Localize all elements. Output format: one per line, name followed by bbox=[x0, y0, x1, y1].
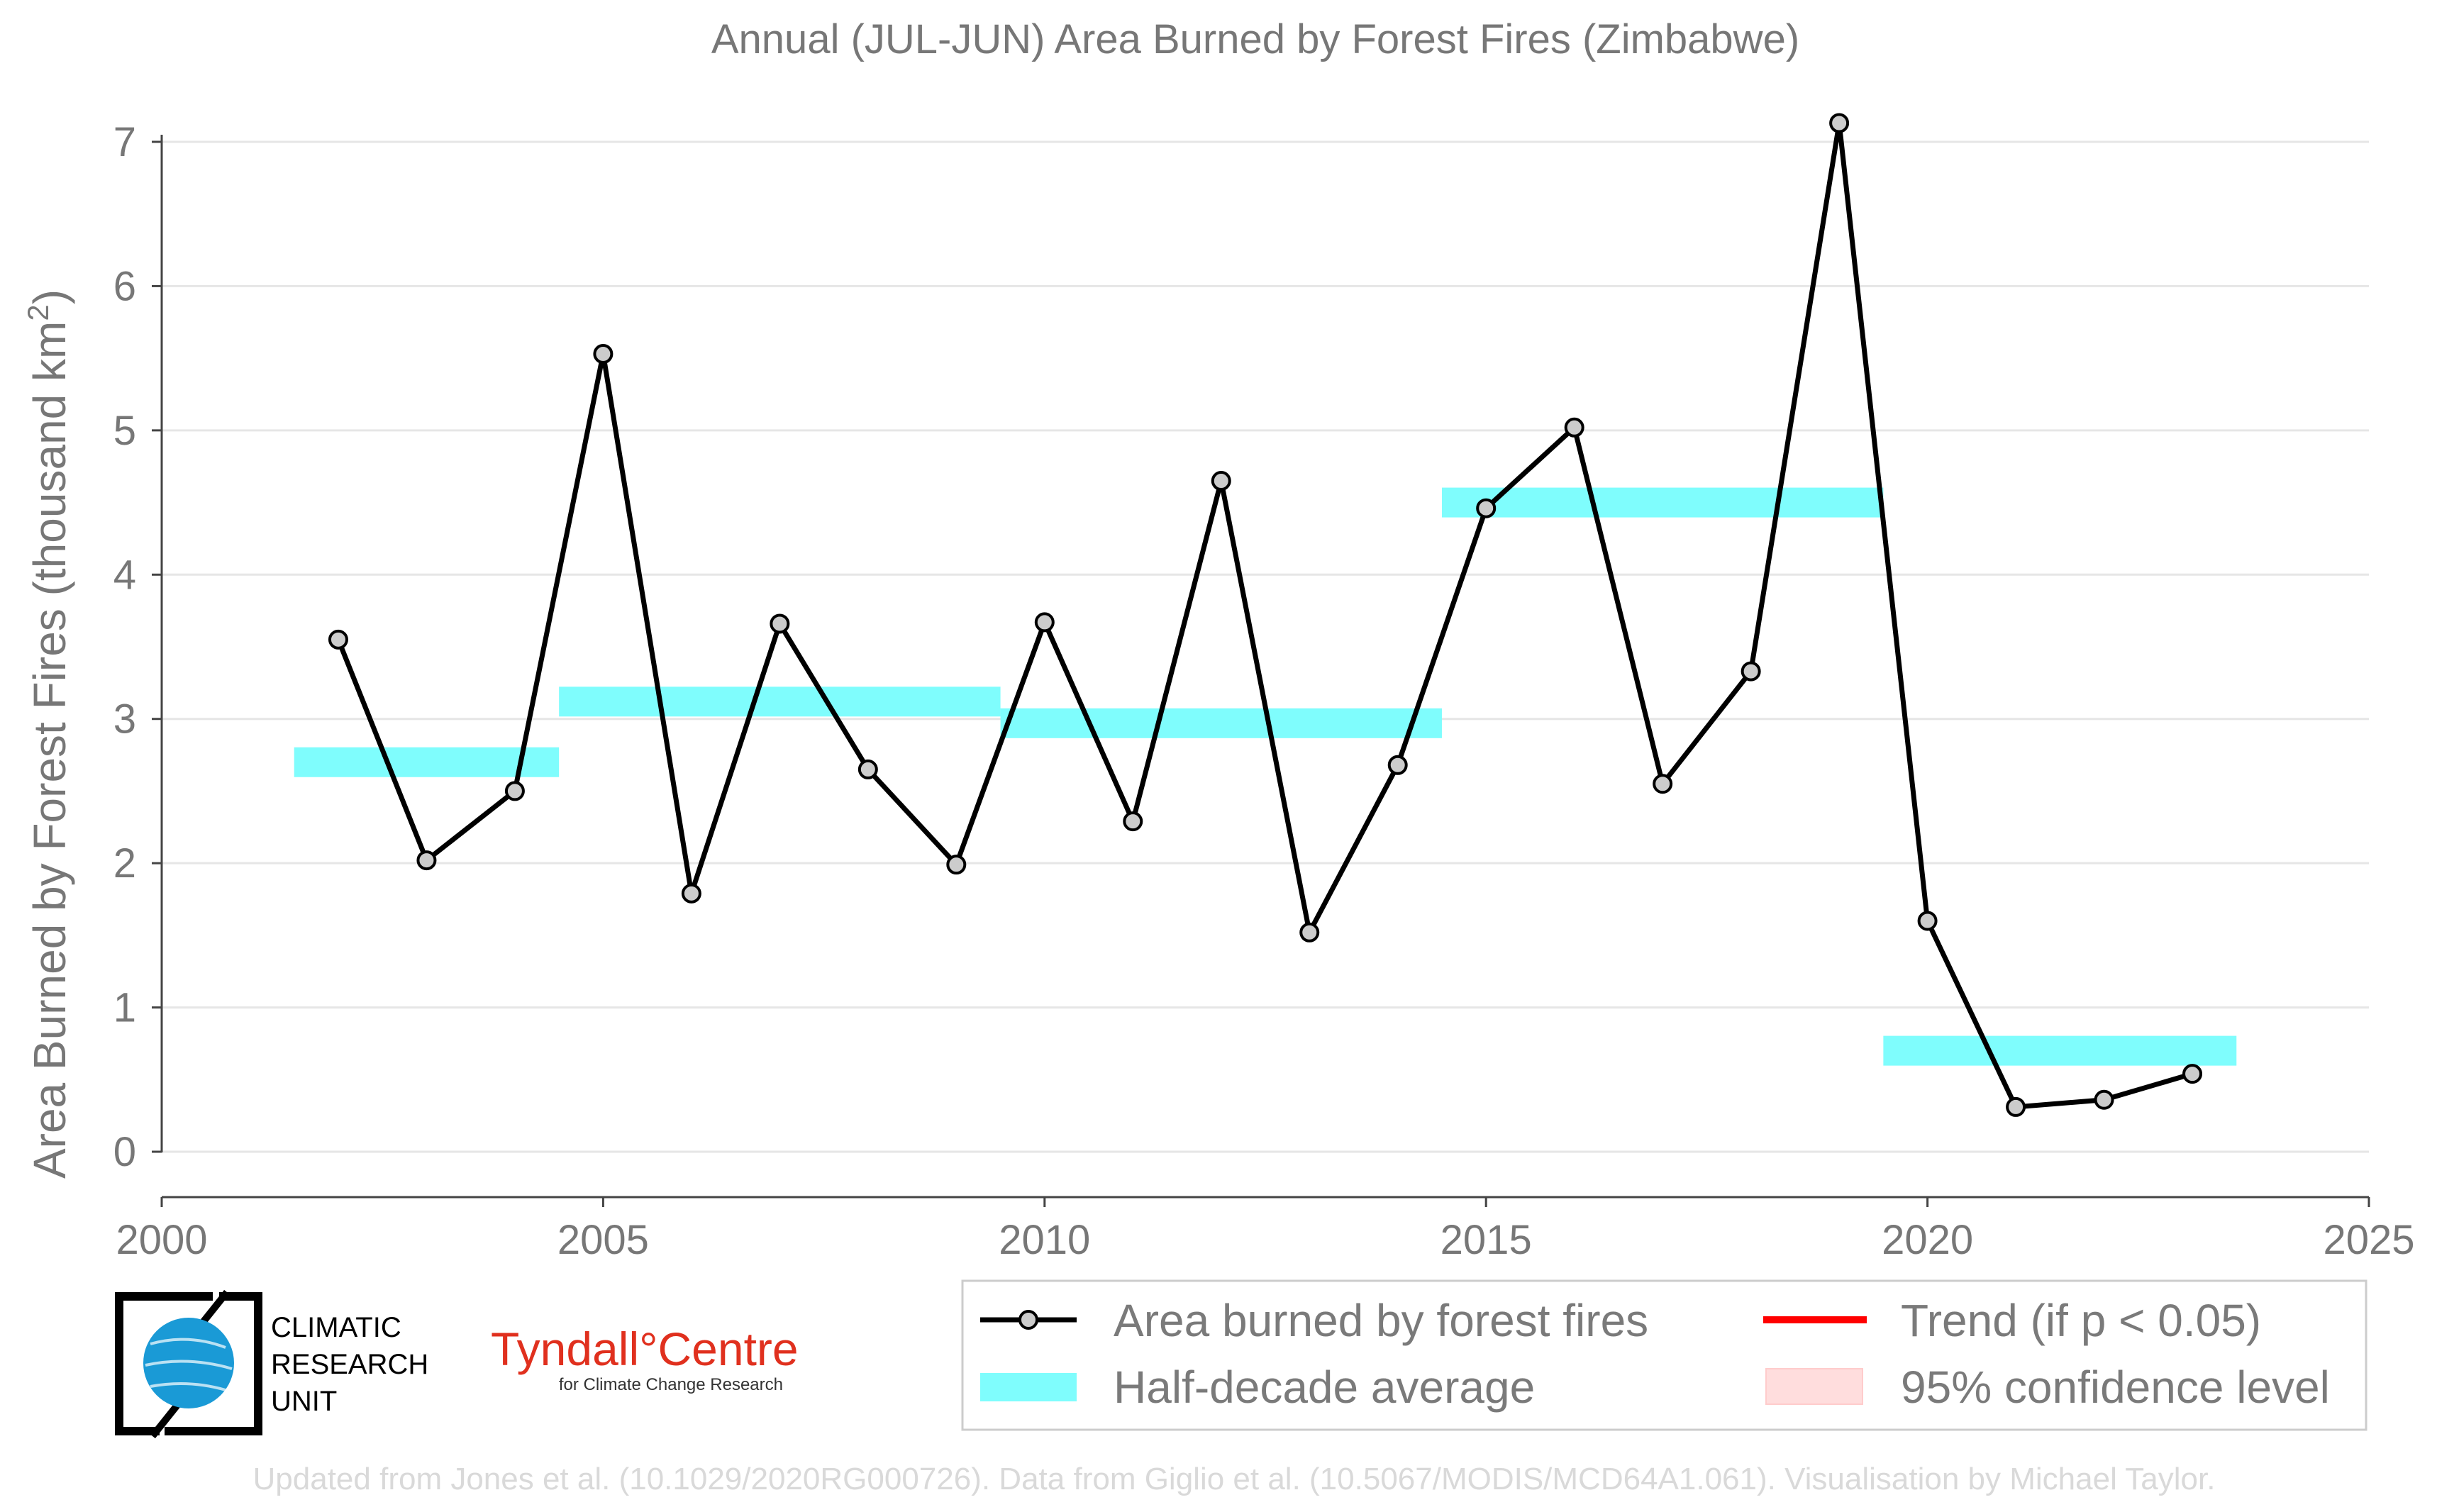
data-point-2002 bbox=[328, 629, 348, 650]
x-tick-label-2005: 2005 bbox=[557, 1217, 649, 1263]
legend-item-confidence: 95% confidence level bbox=[1765, 1362, 2330, 1413]
tyndall-logo: Tyndall°Centre for Climate Change Resear… bbox=[491, 1323, 799, 1394]
legend-label-half-decade: Half-decade average bbox=[1114, 1362, 1535, 1413]
footer-credits: Updated from Jones et al. (10.1029/2020R… bbox=[253, 1462, 2216, 1496]
y-tick-label-0: 0 bbox=[113, 1129, 136, 1175]
data-series bbox=[328, 113, 2203, 1117]
chart-title: Annual (JUL-JUN) Area Burned by Forest F… bbox=[711, 16, 1799, 62]
half-decade-bands bbox=[294, 487, 2237, 1066]
series-line bbox=[335, 121, 2194, 1110]
cru-text-line2: RESEARCH bbox=[271, 1349, 428, 1380]
tick-labels: 0 1 2 3 4 5 6 7 2000 2005 2010 2015 2020 2025 bbox=[113, 119, 2415, 1263]
data-point-2014 bbox=[1387, 755, 1408, 775]
data-point-2013 bbox=[1299, 922, 1320, 943]
y-tick-label-5: 5 bbox=[113, 408, 136, 454]
cru-text-line1: CLIMATIC bbox=[271, 1312, 401, 1343]
x-tick-label-2000: 2000 bbox=[116, 1217, 207, 1263]
legend-box bbox=[961, 1279, 2367, 1431]
half-decade-band-0 bbox=[294, 747, 560, 777]
data-point-2003 bbox=[416, 850, 437, 871]
data-point-2016 bbox=[1564, 417, 1584, 438]
y-tick-label-2: 2 bbox=[113, 840, 136, 886]
legend-confidence-swatch bbox=[1765, 1368, 1863, 1405]
x-tick-label-2025: 2025 bbox=[2323, 1217, 2414, 1263]
data-point-2018 bbox=[1741, 661, 1761, 682]
tyndall-sub-text: for Climate Change Research bbox=[559, 1375, 783, 1394]
legend-half-decade-swatch bbox=[980, 1373, 1077, 1401]
y-tick-label-3: 3 bbox=[113, 696, 136, 743]
cru-logo: CLIMATIC RESEARCH UNIT bbox=[115, 1289, 428, 1439]
y-axis-title: Area Burned by Forest Fires (thousand km… bbox=[21, 289, 75, 1179]
legend-item-half-decade: Half-decade average bbox=[980, 1362, 1535, 1413]
data-point-2007 bbox=[770, 613, 790, 634]
data-point-2022 bbox=[2094, 1089, 2114, 1110]
legend-label-confidence: 95% confidence level bbox=[1901, 1362, 2330, 1413]
cru-text-line3: UNIT bbox=[271, 1386, 337, 1417]
legend-label-area: Area burned by forest fires bbox=[1114, 1295, 1648, 1346]
legend-area-marker-swatch bbox=[1018, 1310, 1038, 1330]
grid-lines bbox=[162, 140, 2369, 1153]
data-point-2020 bbox=[1917, 911, 1938, 931]
legend-label-trend: Trend (if p < 0.05) bbox=[1901, 1295, 2261, 1346]
data-point-2010 bbox=[1034, 612, 1055, 633]
data-point-2011 bbox=[1123, 811, 1143, 832]
data-point-2021 bbox=[2006, 1096, 2026, 1117]
data-point-2015 bbox=[1476, 498, 1497, 518]
data-point-2012 bbox=[1211, 471, 1231, 491]
data-point-2008 bbox=[857, 759, 878, 779]
data-point-2006 bbox=[681, 883, 701, 904]
y-tick-label-6: 6 bbox=[113, 263, 136, 309]
legend-item-trend: Trend (if p < 0.05) bbox=[1763, 1295, 2261, 1346]
legend-item-area: Area burned by forest fires bbox=[980, 1295, 1648, 1346]
legend: Area burned by forest fires Trend (if p … bbox=[961, 1279, 2367, 1431]
x-tick-label-2015: 2015 bbox=[1440, 1217, 1532, 1263]
data-point-2004 bbox=[504, 781, 525, 801]
half-decade-band-1 bbox=[559, 686, 1001, 717]
y-tick-label-7: 7 bbox=[113, 119, 136, 165]
data-point-2005 bbox=[593, 344, 614, 365]
y-tick-label-1: 1 bbox=[113, 985, 136, 1031]
half-decade-band-3 bbox=[1441, 487, 1884, 518]
y-tick-label-4: 4 bbox=[113, 552, 136, 598]
axes bbox=[152, 135, 2370, 1207]
tyndall-main-text: Tyndall°Centre bbox=[491, 1323, 799, 1375]
data-point-2019 bbox=[1829, 113, 1850, 133]
half-decade-band-2 bbox=[1000, 708, 1442, 738]
data-point-2009 bbox=[946, 855, 967, 875]
x-tick-label-2010: 2010 bbox=[999, 1217, 1090, 1263]
half-decade-band-4 bbox=[1883, 1035, 2237, 1066]
data-point-2023 bbox=[2182, 1064, 2203, 1084]
data-point-2017 bbox=[1653, 774, 1673, 794]
x-tick-label-2020: 2020 bbox=[1882, 1217, 1973, 1263]
